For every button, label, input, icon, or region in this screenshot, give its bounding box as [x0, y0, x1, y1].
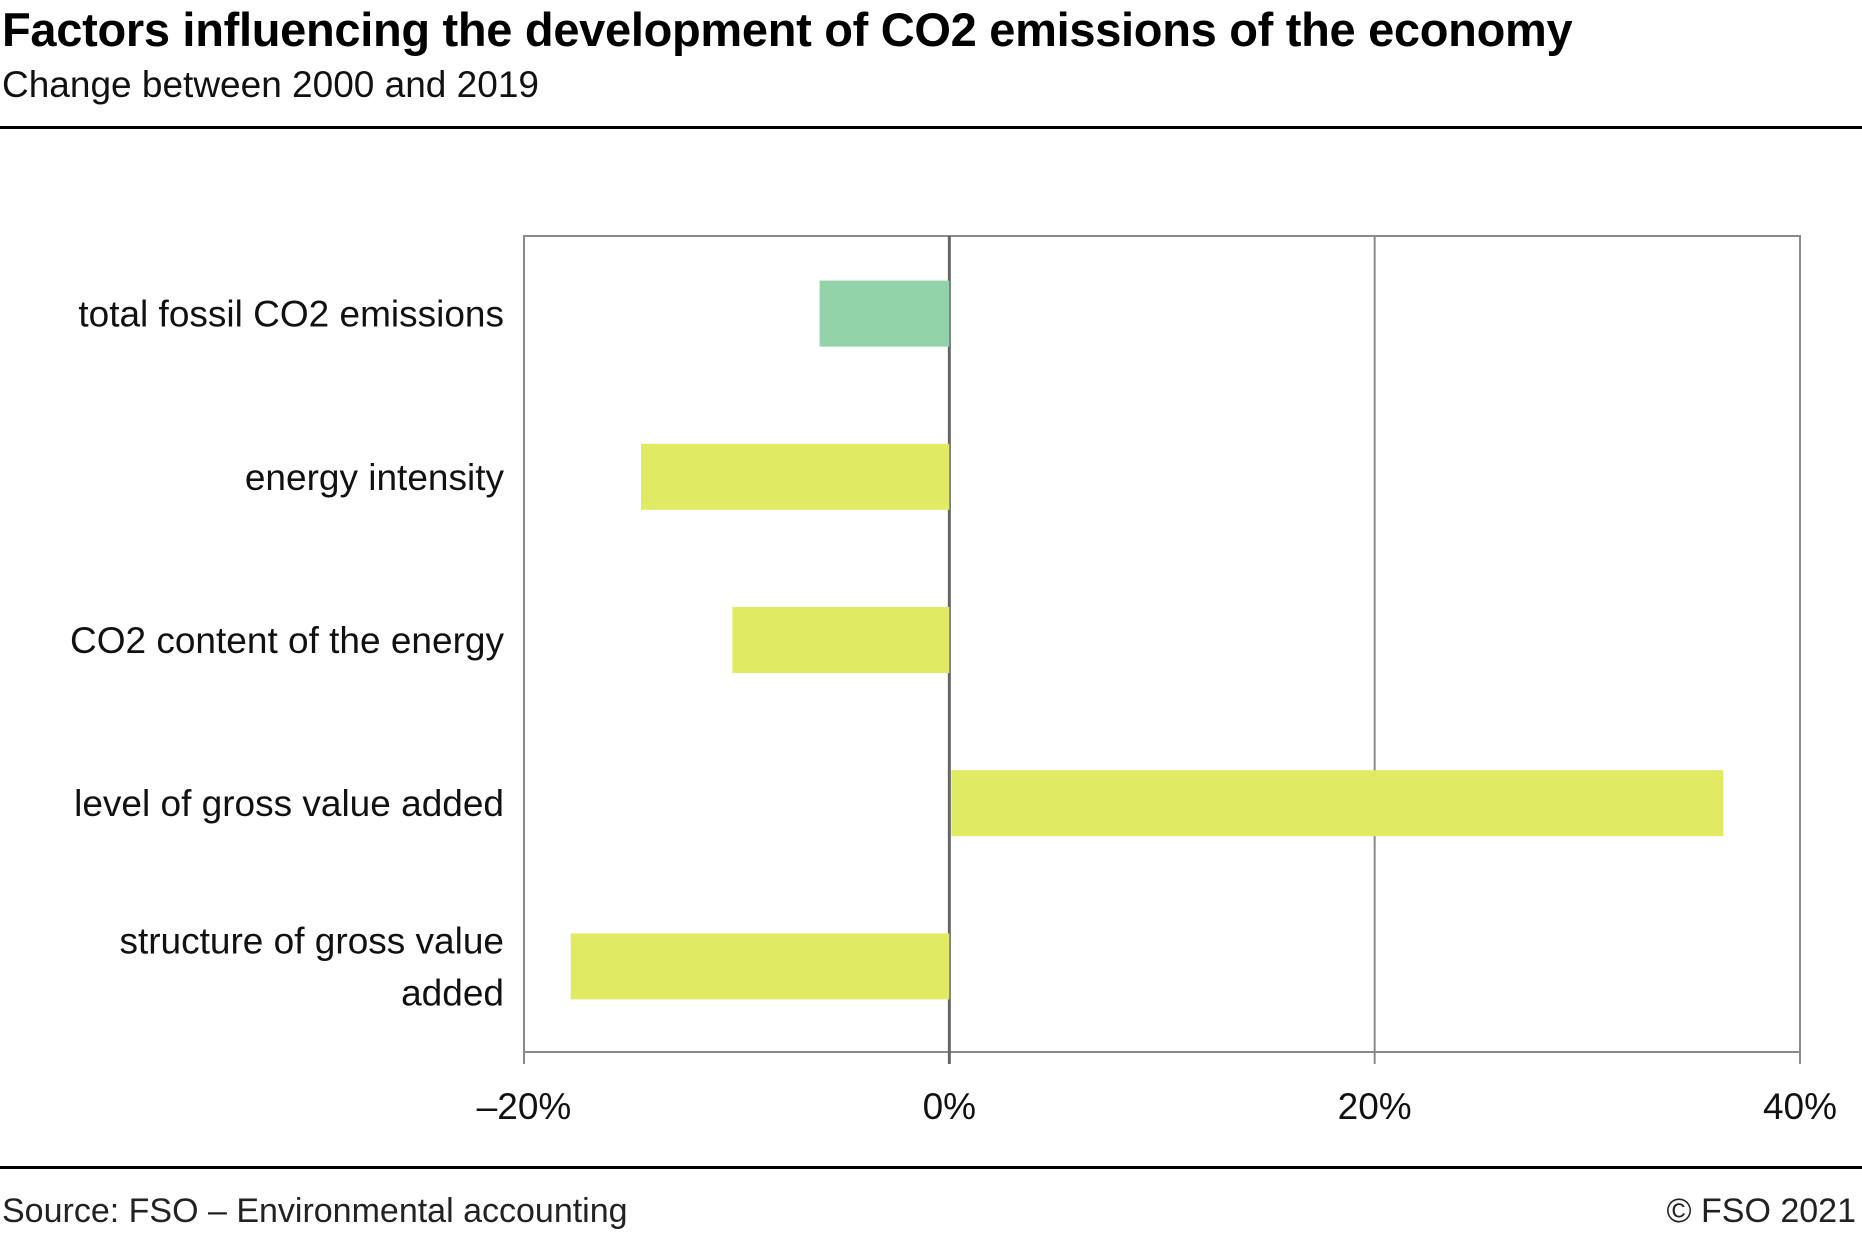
bar [819, 280, 950, 347]
bar [951, 770, 1724, 837]
chart-title: Factors influencing the development of C… [2, 3, 1573, 56]
category-label: total fossil CO2 emissions [78, 294, 504, 335]
bar [570, 933, 950, 1000]
category-label: structure of gross value [119, 920, 504, 961]
bar [640, 443, 950, 510]
category-label: level of gross value added [74, 783, 504, 824]
bar [732, 607, 950, 673]
x-tick-label: 0% [923, 1086, 976, 1127]
source-note: Source: FSO – Environmental accounting [2, 1192, 628, 1230]
footer-divider [0, 1166, 1862, 1169]
x-tick-label: 20% [1338, 1086, 1412, 1127]
x-axis-tick-labels: –20% 0% 20% 40% [477, 1086, 1837, 1127]
category-label: CO2 content of the energy [70, 620, 504, 661]
plot-frame [523, 235, 1801, 1053]
category-label: added [401, 972, 504, 1013]
header-divider [0, 126, 1862, 129]
copyright: © FSO 2021 [1666, 1192, 1856, 1230]
x-tick-label: –20% [477, 1086, 572, 1127]
bars [570, 280, 1724, 1000]
x-tick-label: 40% [1763, 1086, 1837, 1127]
category-label: energy intensity [245, 457, 505, 498]
category-labels: total fossil CO2 emissions energy intensi… [70, 294, 504, 1014]
chart-subtitle: Change between 2000 and 2019 [2, 64, 539, 105]
